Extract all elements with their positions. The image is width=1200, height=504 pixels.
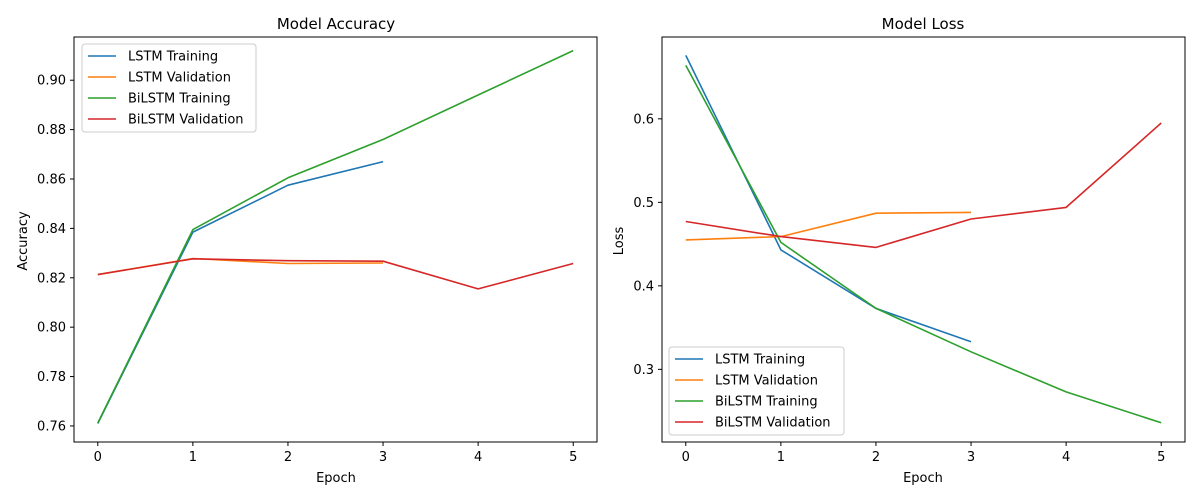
axis-layer: 0 1 2 3 4 5 0.3 0.4 0.5 0.6 [633,112,1165,465]
y-tick-label: 0.5 [633,196,654,211]
chart-title: Model Loss [882,15,965,33]
accuracy-chart: Model Accuracy Epoch Accuracy 0 1 2 3 4 5 0.76… [16,15,598,486]
legend-label: BiLSTM Validation [128,113,244,128]
legend-label: LSTM Training [715,353,805,368]
y-tick-label: 0.88 [37,123,66,138]
x-tick-label: 5 [1157,450,1165,465]
series-layer [97,49,574,424]
legend-label: BiLSTM Validation [715,416,831,431]
y-tick-label: 0.82 [37,271,66,286]
series-layer [685,55,1162,424]
series-line-bilstm-validation [685,122,1162,249]
legend-label: BiLSTM Training [715,395,818,410]
legend: LSTM Training LSTM Validation BiLSTM Train… [668,346,845,436]
legend-label: BiLSTM Training [128,92,231,107]
loss-chart: Model Loss Epoch Loss 0 1 2 3 4 5 0.3 0.4 0.5 0.6… [612,15,1186,486]
x-axis-label: Epoch [316,471,356,486]
x-tick-label: 0 [682,450,690,465]
legend-box [668,346,845,436]
legend: LSTM Training LSTM Validation BiLSTM Train… [81,43,257,133]
axis-layer: 0 1 2 3 4 5 0.76 0.78 0.80 0.82 0.84 0.86 0.88 0.90 [37,74,577,465]
x-axis-label: Epoch [903,471,943,486]
plot-frame [661,36,1186,443]
y-tick-label: 0.90 [37,74,66,89]
legend-label: LSTM Validation [128,71,231,86]
y-tick-label: 0.3 [633,363,654,378]
x-tick-label: 5 [569,450,577,465]
y-tick-label: 0.6 [633,112,654,127]
x-tick-label: 1 [777,450,785,465]
x-tick-label: 0 [94,450,102,465]
y-axis-label: Loss [612,227,627,256]
x-tick-label: 3 [967,450,975,465]
x-tick-label: 2 [872,450,880,465]
series-line-lstm-validation [685,211,972,241]
y-tick-label: 0.84 [37,222,66,237]
y-tick-label: 0.78 [37,370,66,385]
x-tick-label: 3 [379,450,387,465]
series-line-bilstm-validation [97,257,574,290]
legend-label: LSTM Validation [715,374,818,389]
x-tick-label: 4 [1062,450,1070,465]
x-tick-label: 4 [474,450,482,465]
legend-label: LSTM Training [128,50,218,65]
y-tick-label: 0.86 [37,172,66,187]
y-tick-label: 0.76 [37,419,66,434]
y-axis-label: Accuracy [16,211,31,271]
legend-box [81,43,257,133]
chart-title: Model Accuracy [277,15,395,33]
x-tick-label: 2 [284,450,292,465]
series-line-bilstm-training [685,65,1162,424]
y-tick-label: 0.4 [633,279,654,294]
y-tick-label: 0.80 [37,321,66,336]
x-tick-label: 1 [189,450,197,465]
plot-frame [73,36,598,443]
